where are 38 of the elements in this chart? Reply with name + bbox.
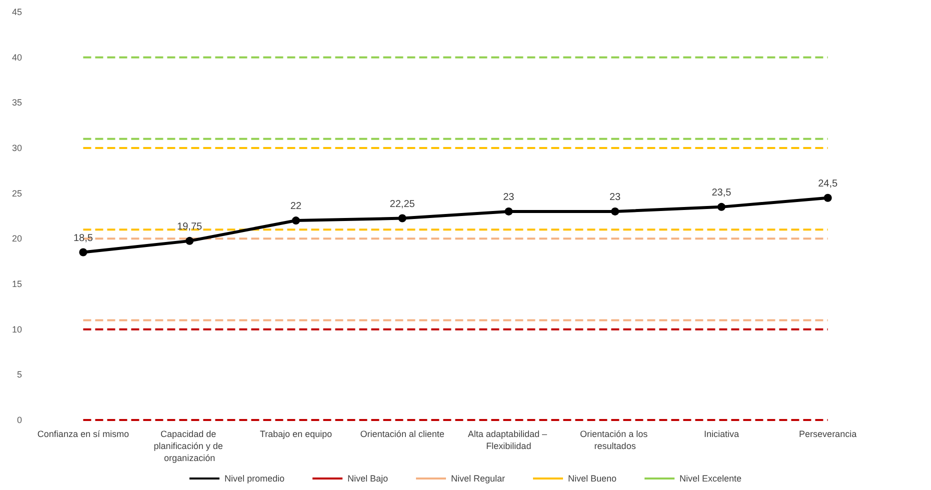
data-label: 23,5 bbox=[712, 187, 732, 198]
y-tick-label: 20 bbox=[12, 234, 22, 244]
data-label: 23 bbox=[610, 192, 622, 203]
data-label: 18,5 bbox=[73, 232, 94, 244]
point bbox=[611, 207, 620, 216]
point bbox=[717, 202, 726, 211]
y-tick-label: 30 bbox=[12, 143, 22, 153]
x-tick-label: Perseverancia bbox=[799, 429, 857, 439]
data-label: 24,5 bbox=[818, 178, 838, 190]
legend-label: Nivel Regular bbox=[450, 474, 506, 484]
y-tick-label: 25 bbox=[12, 188, 22, 198]
point bbox=[186, 236, 194, 245]
x-tick-label: Alta adaptabilidad – Flexibilidad bbox=[468, 429, 550, 451]
y-tick-label: 35 bbox=[12, 98, 22, 108]
data-label: 23 bbox=[503, 192, 515, 203]
x-tick-label: Orientación a los resultados bbox=[580, 429, 650, 451]
x-tick-label: Orientación al cliente bbox=[360, 429, 444, 439]
y-tick-label: 45 bbox=[12, 7, 22, 17]
data-label: 22 bbox=[290, 201, 302, 212]
y-tick-label: 10 bbox=[12, 324, 22, 334]
y-tick-label: 0 bbox=[16, 415, 22, 425]
x-tick-label: Capacidad de planificación y de organización bbox=[154, 429, 226, 463]
data-label: 22,25 bbox=[390, 198, 416, 210]
x-tick-label: Trabajo en equipo bbox=[260, 429, 332, 439]
point bbox=[79, 248, 88, 256]
point bbox=[504, 207, 513, 216]
x-tick-label: Confianza en sí mismo bbox=[37, 429, 129, 439]
y-tick-label: 40 bbox=[12, 52, 22, 62]
point bbox=[398, 214, 406, 222]
legend-label: Nivel Bueno bbox=[568, 474, 617, 484]
legend-label: Nivel Bajo bbox=[347, 474, 388, 484]
legend-label: Nivel promedio bbox=[224, 474, 284, 484]
point bbox=[824, 194, 832, 202]
y-tick-label: 5 bbox=[16, 370, 22, 380]
legend-label: Nivel Excelente bbox=[680, 474, 742, 484]
x-tick-label: Iniciativa bbox=[704, 429, 739, 439]
y-tick-label: 15 bbox=[12, 279, 22, 289]
point bbox=[292, 216, 300, 225]
